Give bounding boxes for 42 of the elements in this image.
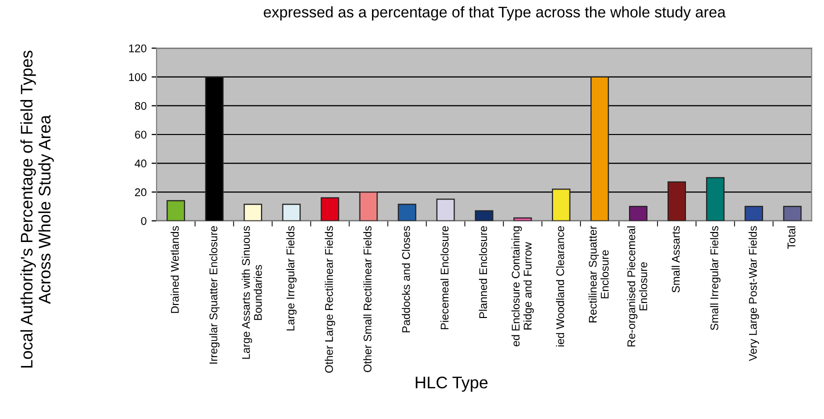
x-tick-label: Drained Wetlands <box>170 226 179 313</box>
bar <box>166 200 186 221</box>
y-tick-label: 0 <box>141 217 146 225</box>
bar <box>744 206 764 221</box>
x-tick-label: Small Irregular Fields <box>710 226 720 330</box>
bar <box>783 206 802 221</box>
y-tick-label: 100 <box>129 73 146 82</box>
y-tick-label: 40 <box>134 160 146 168</box>
bar <box>706 177 725 221</box>
y-tick-label: 60 <box>135 130 146 139</box>
x-tick-label: Re-organised Piecemeal Enclosure <box>627 226 648 346</box>
x-tick-label: Planned Enclosure <box>478 226 488 318</box>
x-tick-label: Large Irregular Fields <box>286 226 297 330</box>
x-tick-label: Piecemeal Enclosure <box>440 226 449 330</box>
x-tick-label: Rectilinear Squatter Enclosure <box>588 226 609 322</box>
bar <box>552 188 570 221</box>
bar <box>282 204 301 221</box>
x-tick-label: ied Woodland Clearance <box>556 226 564 346</box>
x-tick-label: Total <box>787 226 796 249</box>
y-tick-label: 80 <box>134 102 146 110</box>
bar <box>436 198 455 221</box>
x-tick-label: Very Large Post-War Fields <box>748 226 760 362</box>
bar <box>398 204 416 221</box>
bar <box>629 206 648 221</box>
x-tick-label: Other Large Rectilinear Fields <box>324 226 336 373</box>
x-tick-label: Paddocks and Closes <box>402 226 410 332</box>
bar <box>244 204 262 221</box>
x-tick-label: Other Small Rectilinear Fields <box>363 226 372 372</box>
x-axis-title: HLC Type <box>416 376 488 392</box>
bar <box>359 191 378 221</box>
bar <box>590 76 609 221</box>
x-tick-label: ed Enclosure Containing Ridge and Furrow <box>511 226 534 346</box>
y-axis-title: Local Authority's Percentage of Field Types Across Whole Study Area <box>20 50 54 368</box>
chart-title: expressed as a percentage of that Type across the whole study area <box>264 6 726 21</box>
bar <box>320 197 340 221</box>
x-tick-label: Large Assarts with Sinuous Boundaries <box>242 226 262 359</box>
y-tick-label: 20 <box>135 188 146 196</box>
x-tick-label: Irregular Squatter Enclosure <box>209 226 220 364</box>
bar <box>474 210 494 221</box>
y-tick-label: 120 <box>129 44 146 52</box>
x-tick-label: Small Assarts <box>672 226 680 292</box>
bar <box>668 181 686 221</box>
